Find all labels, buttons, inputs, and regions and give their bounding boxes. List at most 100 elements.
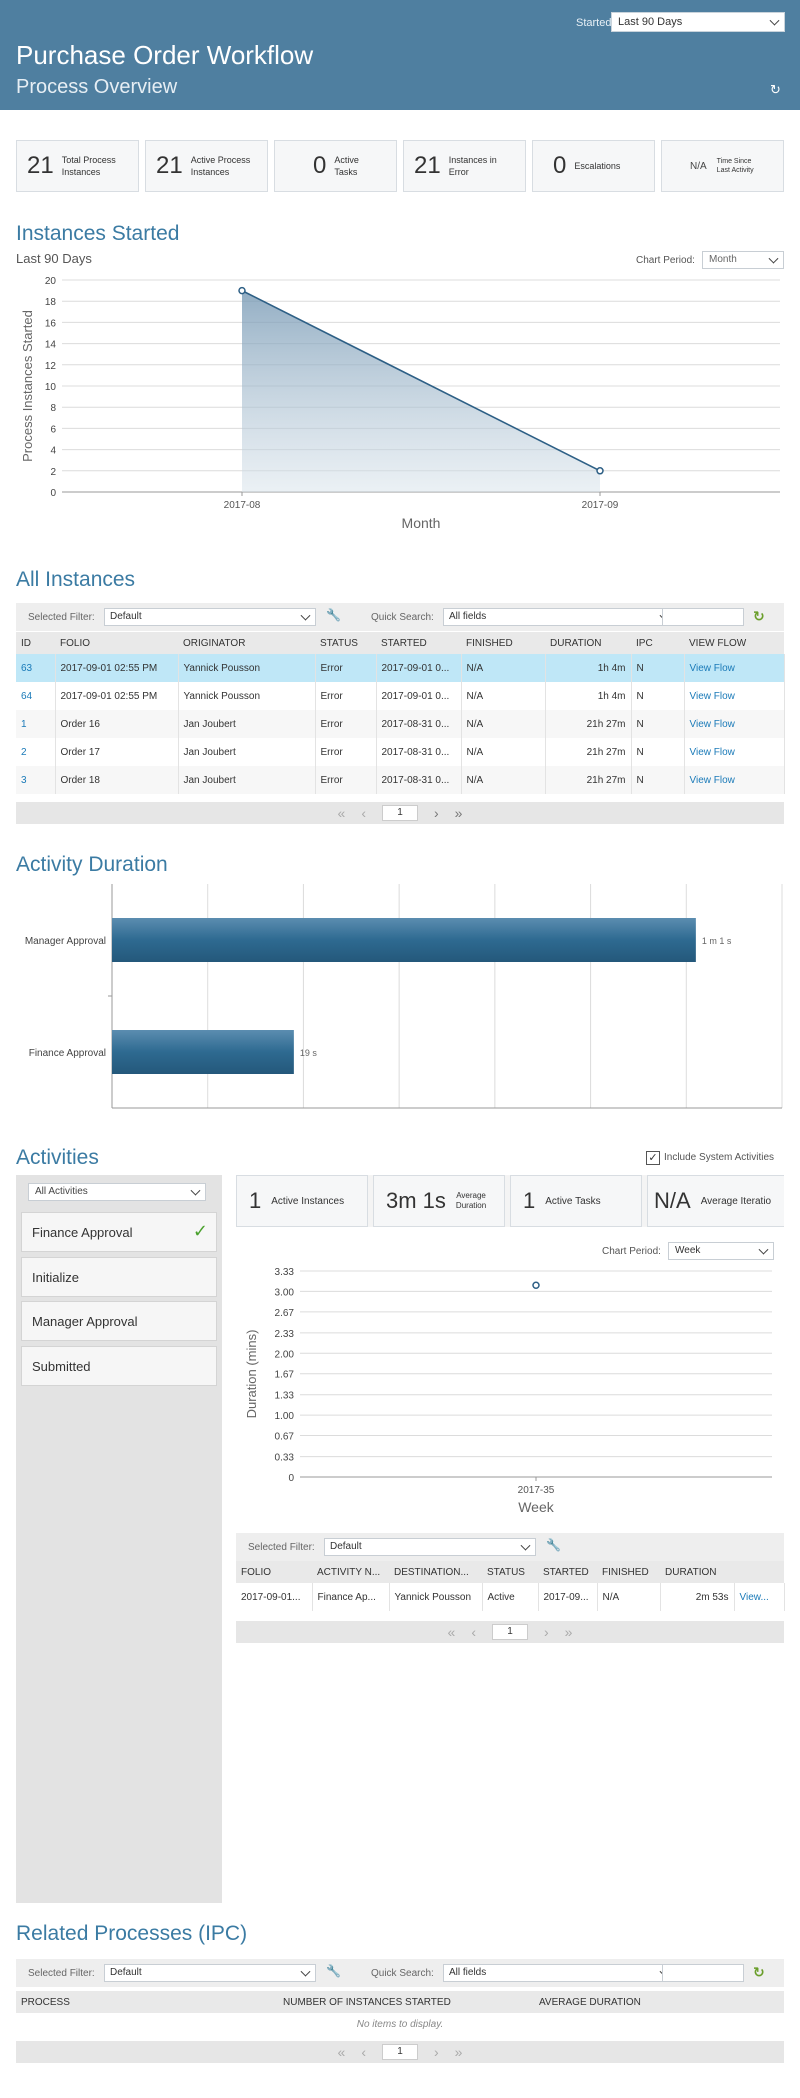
previous-page-icon[interactable]: ‹ (361, 805, 366, 821)
previous-page-icon[interactable]: ‹ (471, 1624, 476, 1640)
y-tick-label: 0.33 (275, 1453, 295, 1464)
activity-detail-panel: 1 Active Instances 3m 1s Average Duration 1… (236, 1175, 785, 1717)
wrench-icon[interactable]: 🔧 (326, 1964, 341, 1978)
column-header[interactable]: AVERAGE DURATION (534, 1991, 784, 2013)
x-axis-title: Month (402, 515, 441, 531)
last-page-icon[interactable]: » (454, 805, 463, 821)
refresh-icon[interactable]: ↻ (753, 1964, 765, 1980)
y-tick-label: 3.00 (275, 1287, 295, 1298)
view-flow-link[interactable]: View Flow (684, 682, 785, 710)
chevron-down-icon (520, 1540, 531, 1551)
view-flow-link[interactable]: View... (734, 1583, 785, 1611)
activity-pager: « ‹ 1 › » (236, 1621, 784, 1643)
table-row[interactable]: 64 2017-09-01 02:55 PM Yannick Pousson E… (16, 682, 785, 710)
quick-search-field-select[interactable]: All fields (443, 608, 675, 626)
activity-item-initialize[interactable]: Initialize (21, 1257, 217, 1297)
related-processes-table: PROCESS NUMBER OF INSTANCES STARTED AVER… (16, 1991, 784, 2035)
quick-search-field-select[interactable]: All fields (443, 1964, 675, 1982)
data-point (532, 1281, 540, 1289)
x-axis-title: Week (518, 1499, 555, 1515)
chart-period-select[interactable]: Week (668, 1242, 774, 1260)
page-header: Started Date: Last 90 Days Purchase Orde… (0, 0, 800, 110)
activities-title: Activities (16, 1146, 99, 1169)
column-header[interactable]: IPC (631, 632, 684, 654)
y-tick-label: 0 (50, 488, 56, 499)
table-header-row: FOLIO ACTIVITY N... DESTINATION... STATU… (236, 1561, 784, 1583)
chart-period-select[interactable]: Month (702, 251, 784, 269)
column-header[interactable]: VIEW FLOW (684, 632, 784, 654)
chevron-down-icon (300, 610, 311, 621)
column-header[interactable]: FINISHED (461, 632, 545, 654)
selected-filter-select[interactable]: Default (324, 1538, 536, 1556)
y-tick-label: 18 (45, 297, 57, 308)
table-row[interactable]: 2 Order 17 Jan Joubert Error 2017-08-31 … (16, 738, 785, 766)
table-header-row: ID FOLIO ORIGINATOR STATUS STARTED FINIS… (16, 632, 784, 654)
column-header[interactable]: FOLIO (55, 632, 178, 654)
first-page-icon[interactable]: « (337, 2044, 346, 2060)
category-label: Finance Approval (29, 1048, 106, 1059)
view-flow-link[interactable]: View Flow (684, 654, 785, 682)
quick-search-input[interactable] (662, 1964, 744, 1982)
view-flow-link[interactable]: View Flow (684, 766, 785, 794)
instances-pager: « ‹ 1 › » (16, 802, 784, 824)
column-header[interactable]: FOLIO (236, 1561, 312, 1583)
column-header[interactable]: DURATION (660, 1561, 734, 1583)
previous-page-icon[interactable]: ‹ (361, 2044, 366, 2060)
table-row[interactable]: 2017-09-01... Finance Ap... Yannick Pous… (236, 1583, 785, 1611)
table-row[interactable]: 1 Order 16 Jan Joubert Error 2017-08-31 … (16, 710, 785, 738)
column-header[interactable]: STARTED (376, 632, 461, 654)
table-header-row: PROCESS NUMBER OF INSTANCES STARTED AVER… (16, 1991, 784, 2013)
refresh-icon[interactable]: ↻ (753, 608, 765, 624)
view-flow-link[interactable]: View Flow (684, 738, 785, 766)
column-header[interactable]: STATUS (315, 632, 376, 654)
column-header[interactable]: DURATION (545, 632, 631, 654)
last-page-icon[interactable]: » (564, 1624, 573, 1640)
refresh-icon[interactable]: ↻ (770, 82, 781, 97)
next-page-icon[interactable]: › (434, 2044, 439, 2060)
include-system-activities-checkbox[interactable]: ✓ (646, 1151, 660, 1165)
selected-filter-select[interactable]: Default (104, 608, 316, 626)
instances-started-chart: 0 2 4 6 8 10 12 14 16 18 20 2017-08 2017-09 Month Proc… (20, 276, 780, 531)
next-page-icon[interactable]: › (544, 1624, 549, 1640)
started-date-select[interactable]: Last 90 Days (611, 12, 785, 32)
kpi-average-iterations: N/A Average Iteratio (647, 1175, 784, 1227)
include-system-activities-label: Include System Activities (664, 1152, 775, 1163)
quick-search-label: Quick Search: (371, 612, 434, 623)
activity-item-manager-approval[interactable]: Manager Approval (21, 1301, 217, 1341)
wrench-icon[interactable]: 🔧 (326, 608, 341, 622)
selected-filter-select[interactable]: Default (104, 1964, 316, 1982)
y-tick-label: 8 (50, 403, 56, 414)
column-header[interactable]: NUMBER OF INSTANCES STARTED (278, 1991, 534, 2013)
y-tick-label: 1.67 (275, 1370, 295, 1381)
last-page-icon[interactable]: » (454, 2044, 463, 2060)
first-page-icon[interactable]: « (337, 805, 346, 821)
column-header[interactable]: ORIGINATOR (178, 632, 315, 654)
page-number-input[interactable]: 1 (492, 1624, 528, 1640)
column-header[interactable]: ID (16, 632, 55, 654)
activity-filter-select[interactable]: All Activities (28, 1183, 206, 1201)
activity-item-finance-approval[interactable]: Finance Approval ✓ (21, 1212, 217, 1252)
duration-bar (112, 918, 696, 962)
view-flow-link[interactable]: View Flow (684, 710, 785, 738)
y-tick-label: 2 (50, 467, 56, 478)
activity-kpi-strip: 1 Active Instances 3m 1s Average Duration 1… (236, 1175, 784, 1227)
next-page-icon[interactable]: › (434, 805, 439, 821)
table-row[interactable]: 63 2017-09-01 02:55 PM Yannick Pousson E… (16, 654, 785, 682)
column-header[interactable]: STARTED (538, 1561, 597, 1583)
page-number-input[interactable]: 1 (382, 2044, 418, 2060)
kpi-active-instances: 1 Active Instances (236, 1175, 368, 1227)
first-page-icon[interactable]: « (447, 1624, 456, 1640)
column-header (734, 1561, 784, 1583)
activity-item-submitted[interactable]: Submitted (21, 1346, 217, 1386)
page-number-input[interactable]: 1 (382, 805, 418, 821)
column-header[interactable]: ACTIVITY N... (312, 1561, 389, 1583)
column-header[interactable]: FINISHED (597, 1561, 660, 1583)
activity-duration-title: Activity Duration (16, 853, 168, 876)
wrench-icon[interactable]: 🔧 (546, 1538, 561, 1552)
kpi-active-tasks: 1 Active Tasks (510, 1175, 642, 1227)
quick-search-input[interactable] (662, 608, 744, 626)
column-header[interactable]: PROCESS (16, 1991, 278, 2013)
column-header[interactable]: DESTINATION... (389, 1561, 482, 1583)
table-row[interactable]: 3 Order 18 Jan Joubert Error 2017-08-31 … (16, 766, 785, 794)
column-header[interactable]: STATUS (482, 1561, 538, 1583)
